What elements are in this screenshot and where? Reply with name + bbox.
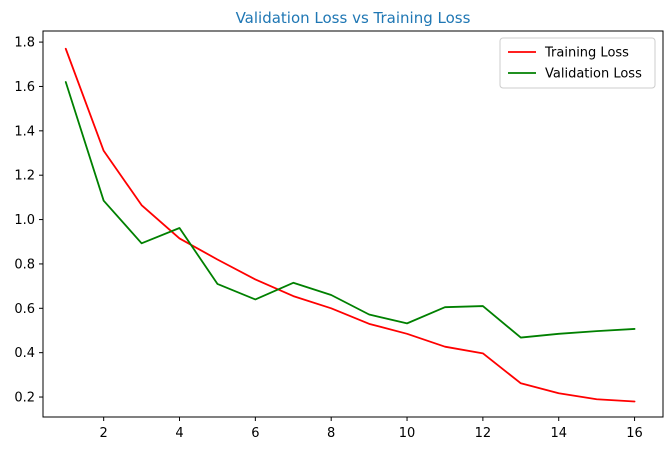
y-tick-label: 1.8 xyxy=(14,36,35,51)
y-tick-label: 1.2 xyxy=(14,169,35,184)
series-line-training-loss xyxy=(64,47,636,403)
plot-frame xyxy=(42,30,664,418)
y-tick-label: 0.4 xyxy=(14,346,35,361)
legend-box xyxy=(499,37,656,89)
y-tick-label: 0.6 xyxy=(14,302,35,317)
legend-label: Training Loss xyxy=(544,46,629,61)
x-tick-label: 6 xyxy=(251,426,259,441)
y-tick-label: 1.0 xyxy=(14,213,35,228)
x-tick-label: 14 xyxy=(550,426,567,441)
plot-area: 2 4 6 8 10 12 14 16 0.2 0.4 0.6 0.8 1.0 1.2 1.4 1.6 1.8 xyxy=(14,30,664,441)
series-line-validation-loss xyxy=(64,81,636,339)
y-tick-label: 1.6 xyxy=(14,80,35,95)
x-tick-label: 12 xyxy=(475,426,492,441)
x-tick-label: 10 xyxy=(399,426,416,441)
legend: Training Loss Validation Loss xyxy=(499,37,656,89)
y-tick-label: 0.8 xyxy=(14,257,35,272)
chart-title: Validation Loss vs Training Loss xyxy=(236,9,471,27)
x-tick-label: 16 xyxy=(626,426,643,441)
legend-label: Validation Loss xyxy=(545,67,642,82)
y-tick-label: 1.4 xyxy=(14,124,35,139)
y-tick-label: 0.2 xyxy=(14,391,35,406)
x-tick-label: 2 xyxy=(100,426,108,441)
x-tick-label: 4 xyxy=(175,426,183,441)
x-tick-label: 8 xyxy=(327,426,335,441)
